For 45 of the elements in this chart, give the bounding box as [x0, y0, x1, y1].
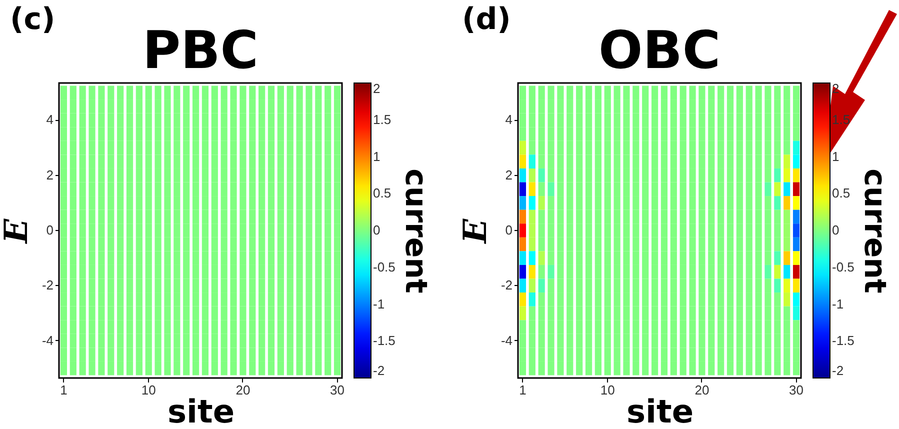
text: (d) — [462, 2, 511, 37]
color-bar-title: current — [857, 168, 892, 294]
y-tick-label: -2 — [500, 278, 512, 293]
y-tick-label: 4 — [505, 112, 512, 128]
x-tick-label: 1 — [60, 382, 68, 398]
color-bar-label: 0.5 — [373, 186, 392, 201]
y-tick-label: 4 — [46, 112, 54, 128]
color-bar-label: -1 — [832, 296, 844, 312]
y-tick-label: 0 — [505, 222, 512, 238]
text: (c) — [10, 2, 56, 37]
color-bar-label: 1.5 — [373, 112, 392, 127]
y-axis-title: E — [456, 218, 494, 244]
color-bar-label: -0.5 — [373, 259, 396, 274]
color-bar-label: 1.5 — [832, 112, 850, 127]
color-bar-label: -1.5 — [373, 333, 396, 348]
color-bar-label: 0.5 — [832, 186, 850, 201]
color-bar-label: 0 — [373, 222, 380, 238]
y-tick-label: -2 — [42, 278, 54, 293]
color-bar-title: current — [398, 168, 433, 294]
y-tick-label: 2 — [46, 167, 54, 182]
x-tick-label: 30 — [789, 382, 804, 398]
y-tick-label: -4 — [42, 332, 54, 348]
x-tick-label: 30 — [330, 382, 345, 398]
y-tick-label: -4 — [500, 332, 512, 348]
y-tick-label: 0 — [46, 222, 54, 238]
y-axis-title: E — [0, 218, 35, 244]
color-bar-label: -0.5 — [832, 259, 854, 274]
color-bar-label: -2 — [373, 363, 385, 378]
x-tick-label: 1 — [519, 382, 526, 398]
color-bar-label: -1 — [373, 296, 385, 312]
color-bar-label: -1.5 — [832, 333, 854, 348]
y-tick-label: 2 — [505, 167, 512, 182]
color-bar-label: 1 — [832, 148, 840, 164]
x-axis-title: site — [167, 392, 235, 429]
color-bar-label: 1 — [373, 148, 380, 164]
color-bar-label: -2 — [832, 363, 844, 378]
chart-title: OBC — [598, 21, 721, 81]
color-bar-label: 0 — [832, 222, 840, 238]
x-tick-label: 20 — [694, 382, 710, 398]
x-tick-label: 10 — [600, 382, 615, 398]
chart-title: PBC — [142, 21, 258, 81]
x-tick-label: 20 — [236, 382, 250, 398]
color-bar-label: 2 — [373, 81, 380, 96]
x-axis-title: site — [626, 392, 694, 429]
x-tick-label: 10 — [141, 382, 156, 398]
